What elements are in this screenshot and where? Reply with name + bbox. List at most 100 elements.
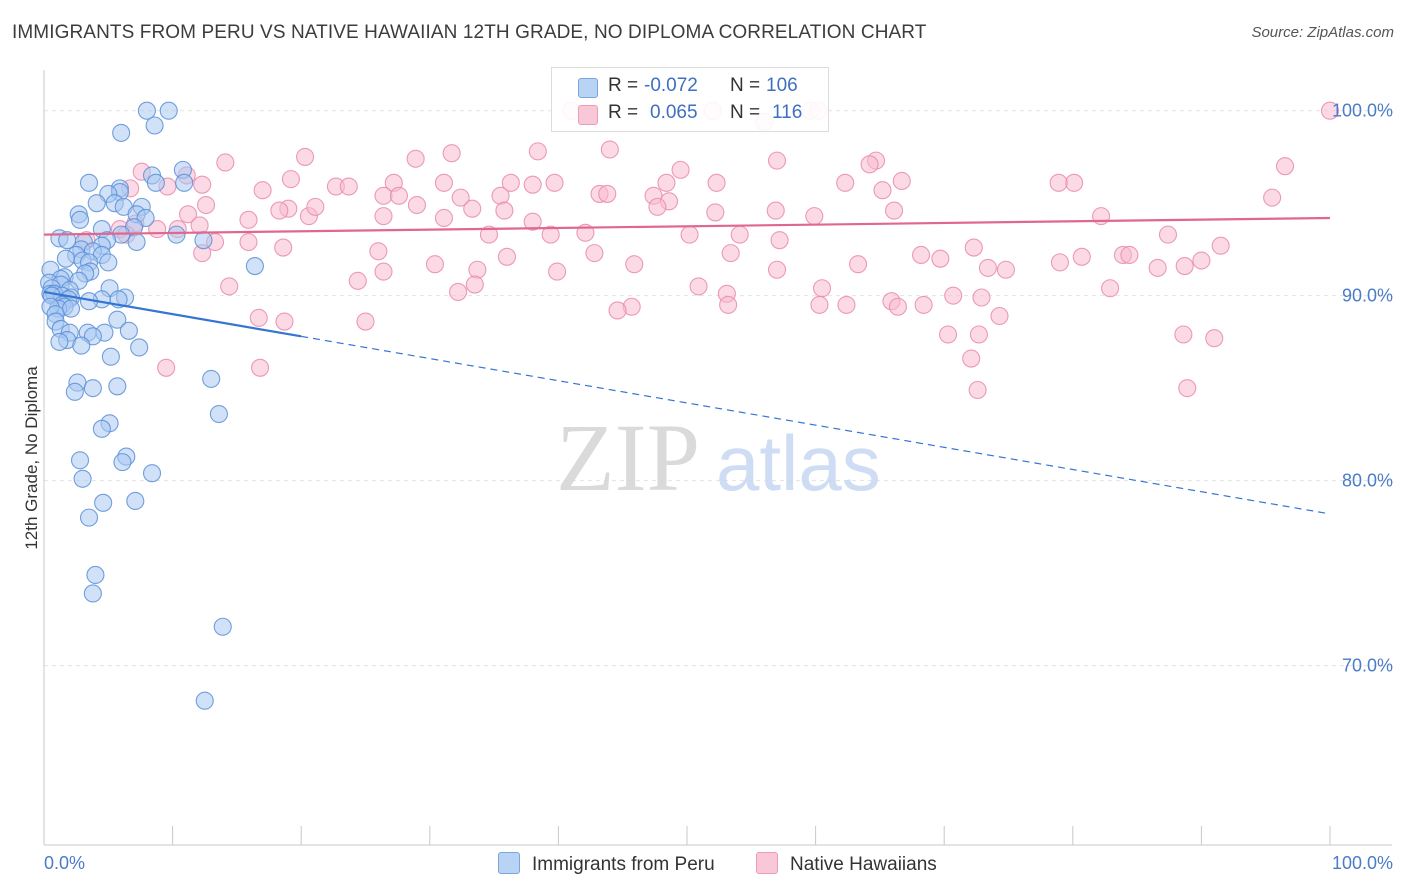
data-point-hawaiian xyxy=(706,203,725,222)
data-point-hawaiian xyxy=(1072,247,1091,266)
data-point-hawaiian xyxy=(730,225,749,244)
data-point-hawaiian xyxy=(721,244,740,263)
data-point-peru xyxy=(108,377,127,396)
legend-swatch-peru xyxy=(498,852,520,874)
data-point-hawaiian xyxy=(1275,157,1295,176)
data-point-hawaiian xyxy=(501,173,520,192)
legend-swatch-hawaiian xyxy=(578,105,598,125)
y-tick-label: 80.0% xyxy=(1342,471,1393,491)
data-point-hawaiian xyxy=(1101,279,1120,298)
data-point-hawaiian xyxy=(968,380,987,400)
data-point-hawaiian xyxy=(625,255,644,274)
data-point-hawaiian xyxy=(648,197,667,216)
legend-swatch-hawaiian xyxy=(756,852,778,874)
data-point-hawaiian xyxy=(239,210,258,229)
stats-legend: R = -0.072 N = 106 R = 0.065 N = 116 xyxy=(551,67,829,132)
data-point-hawaiian xyxy=(250,358,270,377)
data-point-hawaiian xyxy=(1263,188,1282,207)
data-point-peru xyxy=(194,231,213,250)
data-point-hawaiian xyxy=(972,288,991,307)
data-point-hawaiian xyxy=(196,195,216,215)
legend-r-label: R = xyxy=(608,75,639,96)
data-point-peru xyxy=(86,565,105,585)
series-immigrants-from-peru xyxy=(40,101,264,710)
data-point-hawaiian xyxy=(888,297,907,316)
data-point-hawaiian xyxy=(465,275,484,294)
data-point-hawaiian xyxy=(608,301,627,320)
data-point-peru xyxy=(159,101,178,120)
data-point-hawaiian xyxy=(374,207,393,226)
data-point-peru xyxy=(87,194,106,213)
data-point-hawaiian xyxy=(707,173,726,192)
data-point-peru xyxy=(79,173,99,192)
tick-labels: 100.0% 90.0% 80.0% 70.0% 0.0% 100.0% xyxy=(44,101,1393,873)
data-point-hawaiian xyxy=(193,175,212,194)
data-point-hawaiian xyxy=(216,153,235,172)
data-point-hawaiian xyxy=(689,277,708,296)
data-point-peru xyxy=(108,310,127,329)
y-tick-label: 100.0% xyxy=(1332,101,1393,121)
series-native-hawaiians xyxy=(77,101,1340,400)
x-tick-label: 0.0% xyxy=(44,853,85,873)
trend-line-peru-dashed xyxy=(301,335,1331,515)
data-point-peru xyxy=(195,691,214,710)
data-point-hawaiian xyxy=(944,286,963,305)
data-point-hawaiian xyxy=(1158,225,1178,244)
data-point-hawaiian xyxy=(541,225,560,244)
data-point-hawaiian xyxy=(848,255,868,274)
data-point-hawaiian xyxy=(1175,257,1194,276)
legend-r-value: -0.072 xyxy=(644,75,698,96)
data-point-peru xyxy=(61,299,81,318)
data-point-hawaiian xyxy=(990,306,1009,326)
data-point-hawaiian xyxy=(281,170,300,189)
data-point-peru xyxy=(119,321,138,340)
data-point-peru xyxy=(56,249,75,268)
data-point-hawaiian xyxy=(1174,325,1193,344)
data-point-peru xyxy=(72,336,91,355)
data-point-hawaiian xyxy=(1049,173,1068,192)
legend-label-peru: Immigrants from Peru xyxy=(532,854,715,875)
data-point-hawaiian xyxy=(339,177,358,196)
data-point-hawaiian xyxy=(962,349,981,368)
trend-line-hawaiian xyxy=(43,216,1331,236)
data-point-peru xyxy=(137,101,156,120)
data-point-hawaiian xyxy=(1192,251,1211,270)
data-point-hawaiian xyxy=(914,295,933,314)
data-point-peru xyxy=(70,451,90,470)
legend-r-value: 0.065 xyxy=(650,102,698,123)
data-point-peru xyxy=(70,210,90,229)
data-point-hawaiian xyxy=(1120,245,1139,265)
data-point-hawaiian xyxy=(356,312,375,331)
y-tick-label: 70.0% xyxy=(1342,656,1393,676)
data-point-hawaiian xyxy=(1050,253,1069,272)
data-point-hawaiian xyxy=(1320,101,1340,120)
data-point-peru xyxy=(83,584,102,603)
data-point-hawaiian xyxy=(253,181,272,200)
data-point-peru xyxy=(202,369,221,388)
data-point-peru xyxy=(127,232,146,252)
legend-n-value: 106 xyxy=(766,75,798,96)
data-point-hawaiian xyxy=(296,147,315,166)
data-point-hawaiian xyxy=(969,325,988,344)
data-point-hawaiian xyxy=(912,245,931,265)
legend-row-hawaiian: R = 0.065 N = 116 xyxy=(552,102,828,128)
data-point-peru xyxy=(112,123,131,142)
data-point-hawaiian xyxy=(497,247,517,266)
data-point-hawaiian xyxy=(425,255,444,274)
legend-row-peru: R = -0.072 N = 106 xyxy=(552,75,828,101)
data-point-hawaiian xyxy=(545,173,564,192)
data-point-peru xyxy=(101,347,120,366)
data-point-peru xyxy=(50,332,69,351)
data-point-peru xyxy=(73,469,92,488)
legend-r-label: R = xyxy=(608,102,639,123)
data-point-hawaiian xyxy=(657,173,676,192)
data-point-hawaiian xyxy=(719,295,738,314)
data-point-hawaiian xyxy=(389,186,408,205)
data-point-hawaiian xyxy=(766,201,785,220)
data-point-hawaiian xyxy=(1211,236,1230,255)
data-point-hawaiian xyxy=(767,151,787,170)
legend-item-hawaiian[interactable]: Native Hawaiians xyxy=(756,852,937,876)
data-point-hawaiian xyxy=(479,225,499,244)
legend-item-peru[interactable]: Immigrants from Peru xyxy=(498,852,715,876)
